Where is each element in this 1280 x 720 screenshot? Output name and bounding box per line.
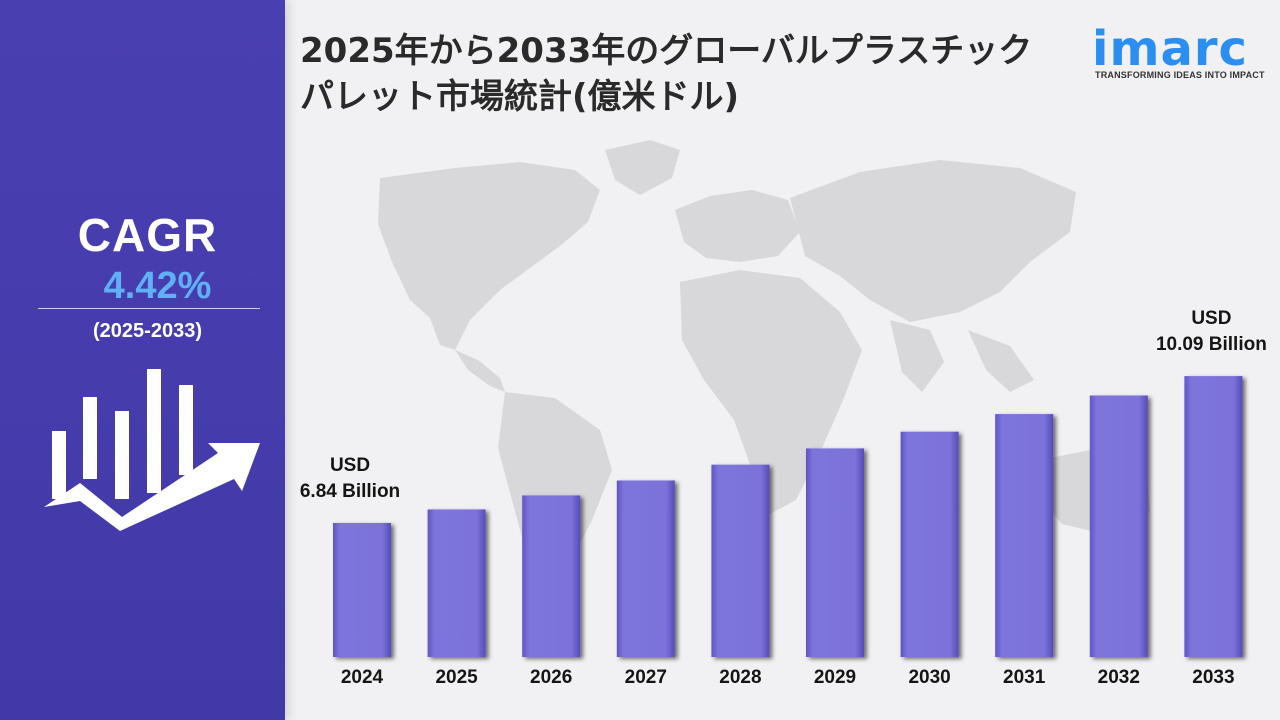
cagr-divider bbox=[38, 308, 260, 309]
chart-title: 2025年から2033年のグローバルプラスチック パレット市場統計(億米ドル) bbox=[300, 28, 1060, 120]
x-tick-label: 2031 bbox=[1003, 667, 1046, 688]
x-tick-label: 2033 bbox=[1192, 667, 1234, 688]
imarc-logo: imarc TRANSFORMING IDEAS INTO IMPACT bbox=[1088, 14, 1268, 84]
bar-2028 bbox=[711, 464, 770, 657]
x-tick-label: 2026 bbox=[530, 667, 572, 688]
x-tick-label: 2029 bbox=[814, 667, 856, 688]
bar-2024 bbox=[333, 523, 391, 657]
bar-2030 bbox=[900, 431, 959, 657]
x-tick-label: 2032 bbox=[1098, 667, 1140, 688]
bar-2025 bbox=[427, 509, 486, 657]
cagr-value: 4.42% bbox=[103, 265, 212, 307]
data-label-2033: USD bbox=[1191, 308, 1231, 329]
bar-chart-growth-arrow-icon bbox=[44, 369, 260, 531]
x-tick-label: 2024 bbox=[341, 667, 384, 688]
cagr-panel: CAGR 4.42% (2025-2033) bbox=[0, 0, 285, 720]
bar-2031 bbox=[995, 414, 1054, 657]
tick-labels: 2024 2025 2026 2027 2028 2029 2030 2031 2032 2033 bbox=[341, 667, 1235, 688]
data-label-2033: 10.09 Billion bbox=[1156, 334, 1267, 355]
title-line-1: 2025年から2033年のグローバルプラスチック bbox=[300, 31, 1033, 71]
x-tick-label: 2028 bbox=[719, 667, 761, 688]
data-label-2024: 6.84 Billion bbox=[300, 481, 400, 502]
bar-2032 bbox=[1089, 395, 1148, 657]
bars bbox=[333, 376, 1243, 657]
title-line-2: パレット市場統計(億米ドル) bbox=[300, 77, 740, 117]
value-labels: USD 6.84 Billion USD 10.09 Billion bbox=[300, 308, 1267, 502]
x-tick-label: 2027 bbox=[625, 667, 667, 688]
x-tick-label: 2025 bbox=[435, 667, 478, 688]
bar-2029 bbox=[806, 448, 864, 657]
bar-2026 bbox=[522, 495, 581, 657]
data-label-2024: USD bbox=[330, 455, 370, 476]
cagr-period: (2025-2033) bbox=[93, 320, 202, 342]
logo-wordmark: imarc bbox=[1092, 21, 1248, 77]
bar-2033 bbox=[1184, 376, 1243, 657]
cagr-label: CAGR bbox=[77, 209, 218, 261]
x-tick-label: 2030 bbox=[908, 667, 950, 688]
logo-tagline: TRANSFORMING IDEAS INTO IMPACT bbox=[1095, 70, 1265, 80]
bar-2027 bbox=[616, 480, 675, 657]
